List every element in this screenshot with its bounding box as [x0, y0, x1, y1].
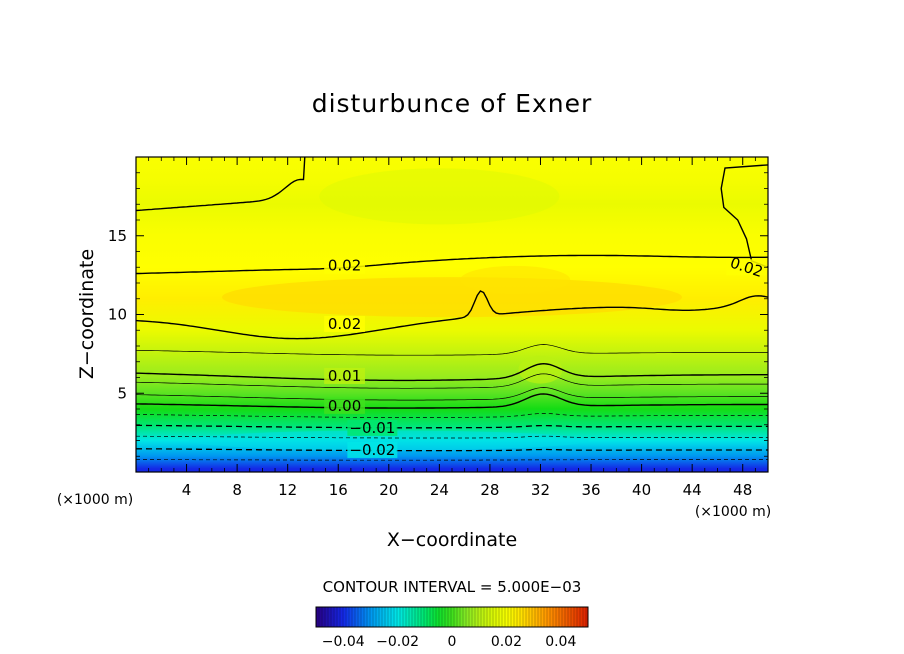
x-tick-label: 24 [430, 481, 449, 499]
contour-label: −0.02 [349, 441, 395, 459]
contour-label-bg [726, 259, 767, 276]
contour-label: 0.02 [328, 257, 361, 275]
contour-label: 0.01 [328, 367, 361, 385]
chart-title: disturbunce of Exner [312, 89, 593, 118]
y-axis-label: Z−coordinate [76, 249, 98, 379]
colorbar-tick-label: −0.04 [322, 634, 365, 650]
contour-0.015 [136, 344, 768, 356]
y-tick-label: 15 [108, 227, 127, 245]
colorbar-tick-label: −0.02 [376, 634, 419, 650]
colorbar-tick-label: 0.04 [545, 634, 576, 650]
colorbar-tick-label: 0.02 [491, 634, 522, 650]
field-maximum-core [460, 265, 571, 294]
x-tick-label: 16 [329, 481, 348, 499]
contour-label-bg [324, 397, 365, 414]
colorbar-tick-labels: −0.04 −0.02 0 0.02 0.04 [322, 634, 577, 650]
y-tick-label: 5 [117, 384, 127, 402]
colorbar-frame [315, 606, 589, 628]
contour-label-bg [347, 419, 398, 436]
contour-0.01 [136, 362, 768, 382]
x-tick-label: 48 [733, 481, 752, 499]
contour-label-bg [324, 257, 365, 274]
x-tick-label: 32 [531, 481, 550, 499]
x-unit-label: (×1000 m) [695, 504, 771, 520]
y-unit-label: (×1000 m) [57, 492, 133, 508]
contour-minus-0.01 [136, 424, 768, 429]
plot-area [136, 157, 768, 472]
contour-0.02-upper [136, 254, 768, 275]
contour-label: 0.00 [328, 397, 361, 415]
x-axis-ticks: 4 8 12 16 20 24 28 32 36 40 44 48 [148, 157, 756, 499]
x-axis-label: X−coordinate [387, 529, 517, 551]
contour-label-bg [324, 367, 365, 384]
contour-label-bg [324, 315, 365, 332]
x-tick-label: 36 [581, 481, 600, 499]
contour-label: 0.02 [328, 315, 361, 333]
colorbar-stripes [318, 607, 587, 627]
field-bump [518, 355, 563, 384]
contour-interval-text: CONTOUR INTERVAL = 5.000E−03 [323, 578, 582, 596]
x-tick-label: 44 [683, 481, 702, 499]
contour-lines [136, 157, 768, 461]
contour-0.005 [136, 373, 768, 389]
field-cyan-band [188, 430, 589, 451]
contour-minus-0.005 [136, 413, 768, 418]
colorbar: −0.04 −0.02 0 0.02 0.04 [315, 606, 589, 650]
contour-minus-0.025 [136, 459, 768, 461]
contour-upper-right [720, 164, 768, 268]
x-tick-label: 12 [278, 481, 297, 499]
colorbar-tick-label: 0 [448, 634, 457, 650]
y-axis-ticks: 5 10 15 [108, 172, 768, 457]
field-minimum-upper [319, 168, 560, 225]
field-maximum [222, 277, 682, 318]
contour-minus-0.015 [136, 435, 768, 439]
x-tick-label: 20 [379, 481, 398, 499]
field-features [188, 168, 682, 451]
contour-label: −0.01 [349, 419, 395, 437]
contour-0.02-lower [136, 290, 768, 340]
x-tick-label: 4 [182, 481, 192, 499]
x-tick-label: 28 [480, 481, 499, 499]
contour-labels: 0.020.020.020.010.00−0.01−0.02 [324, 254, 767, 459]
x-tick-label: 8 [232, 481, 242, 499]
contour-minus-0.02 [136, 448, 768, 452]
contour-label-bg [347, 441, 398, 458]
y-tick-label: 10 [108, 306, 127, 324]
contour-0.0025 [136, 387, 768, 401]
x-tick-label: 40 [632, 481, 651, 499]
contour-upper-left [136, 157, 306, 212]
contour-0.00 [136, 393, 768, 409]
